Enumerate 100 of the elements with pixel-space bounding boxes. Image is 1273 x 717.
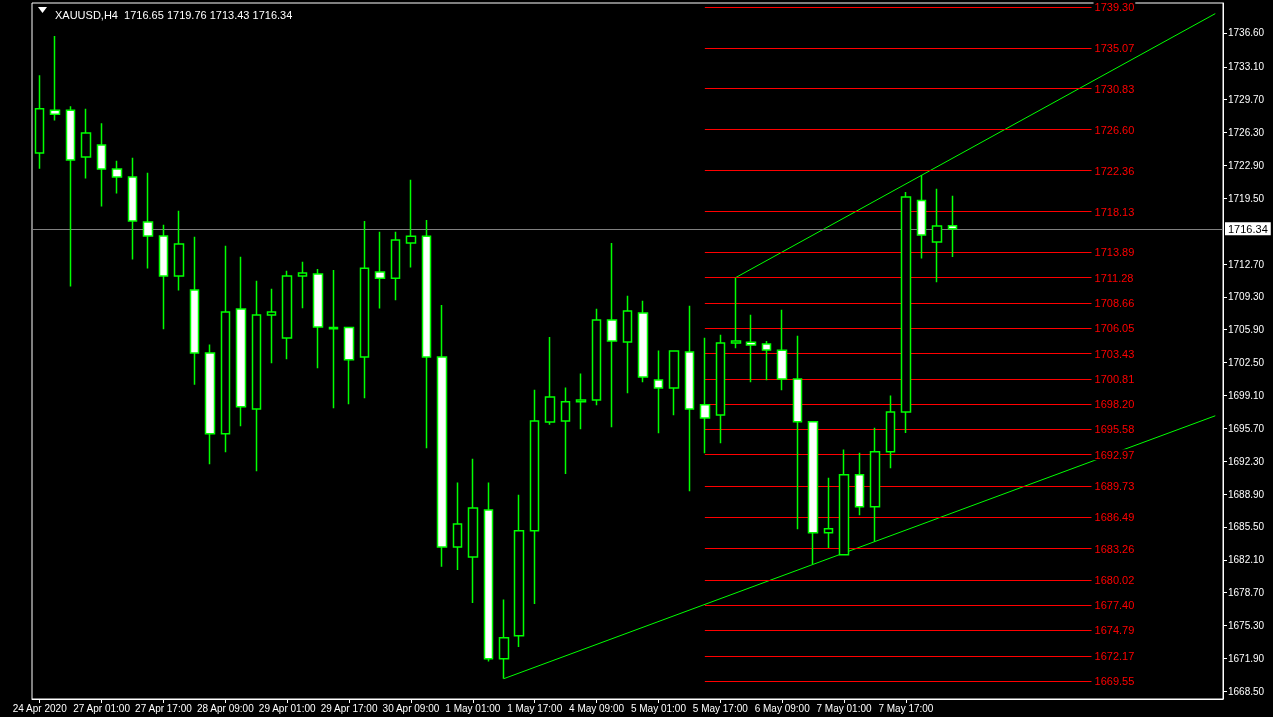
candlestick: [204, 343, 216, 465]
candlestick: [436, 304, 448, 568]
candlestick: [297, 260, 308, 310]
candlestick: [575, 372, 587, 430]
y-tick-label: 1729.70: [1228, 94, 1265, 106]
candlestick: [127, 157, 138, 261]
candlestick: [715, 333, 726, 444]
candlestick: [49, 35, 61, 122]
ref-line-label: 1739.30: [1094, 0, 1135, 13]
candlestick: [745, 313, 757, 384]
candlestick: [173, 209, 185, 292]
candlestick: [452, 481, 463, 571]
candlestick: [359, 220, 370, 400]
ref-line-label: 1680.02: [1094, 573, 1135, 586]
y-tick-label: 1685.50: [1228, 521, 1265, 533]
candlestick: [96, 122, 107, 208]
ref-line-label: 1672.17: [1094, 649, 1135, 662]
y-tick-label: 1678.70: [1228, 587, 1265, 599]
candlestick: [405, 179, 417, 269]
y-tick-label: 1682.10: [1228, 554, 1265, 566]
candlestick: [80, 108, 92, 180]
candlestick: [931, 188, 943, 284]
candlestick: [947, 195, 958, 258]
candlestick: [158, 224, 169, 331]
candlestick: [235, 256, 247, 427]
candlestick: [251, 279, 262, 472]
y-tick-label: 1675.30: [1228, 620, 1265, 632]
candlestick: [467, 458, 479, 604]
ref-line-label: 1735.07: [1094, 41, 1135, 54]
x-tick-label: 7 May 17:00: [878, 702, 934, 714]
ref-line-label: 1695.58: [1094, 423, 1135, 436]
candlestick: [807, 421, 819, 566]
x-tick-label: 27 Apr 01:00: [73, 702, 131, 714]
candlestick: [34, 74, 45, 170]
candlestick: [653, 349, 664, 435]
candlestick: [591, 307, 602, 406]
candlestick: [421, 219, 432, 449]
candlestick: [374, 230, 386, 310]
x-tick-label: 1 May 17:00: [507, 702, 563, 714]
x-tick-label: 28 Apr 09:00: [196, 702, 255, 714]
candlestick: [900, 191, 912, 434]
candlestick: [916, 174, 927, 260]
candlestick: [266, 287, 277, 365]
candlestick: [885, 394, 896, 469]
candlestick: [637, 299, 649, 384]
candlestick: [823, 477, 834, 549]
candlestick: [560, 386, 571, 475]
candlestick: [606, 242, 618, 429]
x-tick-label: 5 May 17:00: [692, 702, 749, 714]
ref-line-label: 1703.43: [1094, 347, 1135, 360]
y-tick-label: 1709.30: [1228, 291, 1265, 303]
ref-line-label: 1700.81: [1094, 372, 1135, 385]
x-tick-label: 6 May 09:00: [754, 702, 811, 714]
ref-line-label: 1718.13: [1094, 205, 1135, 218]
candlestick: [513, 493, 525, 648]
x-tick-label: 29 Apr 17:00: [320, 702, 378, 714]
y-tick-label: 1719.50: [1228, 192, 1265, 204]
y-tick-label: 1699.10: [1228, 389, 1265, 401]
y-tick-label: 1726.30: [1228, 127, 1265, 139]
y-tick-label: 1722.90: [1228, 159, 1265, 171]
ref-line-label: 1674.79: [1094, 624, 1135, 637]
y-tick-label: 1671.90: [1228, 652, 1265, 664]
y-tick-label: 1736.60: [1228, 27, 1265, 39]
x-tick-label: 4 May 09:00: [569, 702, 625, 714]
text: XAUUSD,H4 1716.65 1719.76 1713.43 1716.34: [55, 8, 293, 21]
candlestick: [684, 304, 695, 492]
ref-line-label: 1708.66: [1094, 297, 1135, 310]
ref-line-label: 1713.89: [1094, 246, 1135, 259]
candlestick: [483, 481, 494, 663]
candlestick: [142, 172, 154, 270]
x-tick-label: 27 Apr 17:00: [135, 702, 193, 714]
candlestick: [761, 340, 772, 382]
candlestick: [111, 160, 123, 195]
y-tick-label: 1733.10: [1228, 61, 1265, 73]
ref-line-label: 1689.73: [1094, 480, 1135, 493]
candlestick: [328, 269, 339, 409]
x-tick-label: 7 May 01:00: [816, 702, 872, 714]
candlestick: [220, 244, 231, 453]
ref-line-label: 1706.05: [1094, 322, 1135, 335]
ref-line-label: 1698.20: [1094, 398, 1135, 411]
x-tick-label: 5 May 01:00: [630, 702, 687, 714]
ref-line-label: 1726.60: [1094, 123, 1135, 136]
ref-line-label: 1683.26: [1094, 542, 1135, 555]
y-tick-label: 1705.90: [1228, 324, 1265, 336]
y-tick-label: 1712.70: [1228, 258, 1265, 270]
ref-line-label: 1692.97: [1094, 448, 1135, 461]
candlestick: [622, 294, 633, 394]
ref-line-label: 1711.28: [1094, 271, 1134, 284]
ref-line-label: 1722.36: [1094, 164, 1135, 177]
candlestick: [343, 326, 355, 405]
candlestick: [544, 336, 556, 426]
ref-line-label: 1716.34: [1228, 222, 1268, 235]
candlestick: [792, 334, 803, 530]
candlestick: [854, 452, 865, 516]
x-tick-label: 30 Apr 09:00: [382, 702, 440, 714]
candlestick: [65, 105, 76, 288]
candlestick: [869, 427, 881, 543]
x-tick-label: 24 Apr 2020: [12, 702, 68, 714]
candlestick: [189, 235, 200, 386]
candlestick: [529, 388, 540, 605]
